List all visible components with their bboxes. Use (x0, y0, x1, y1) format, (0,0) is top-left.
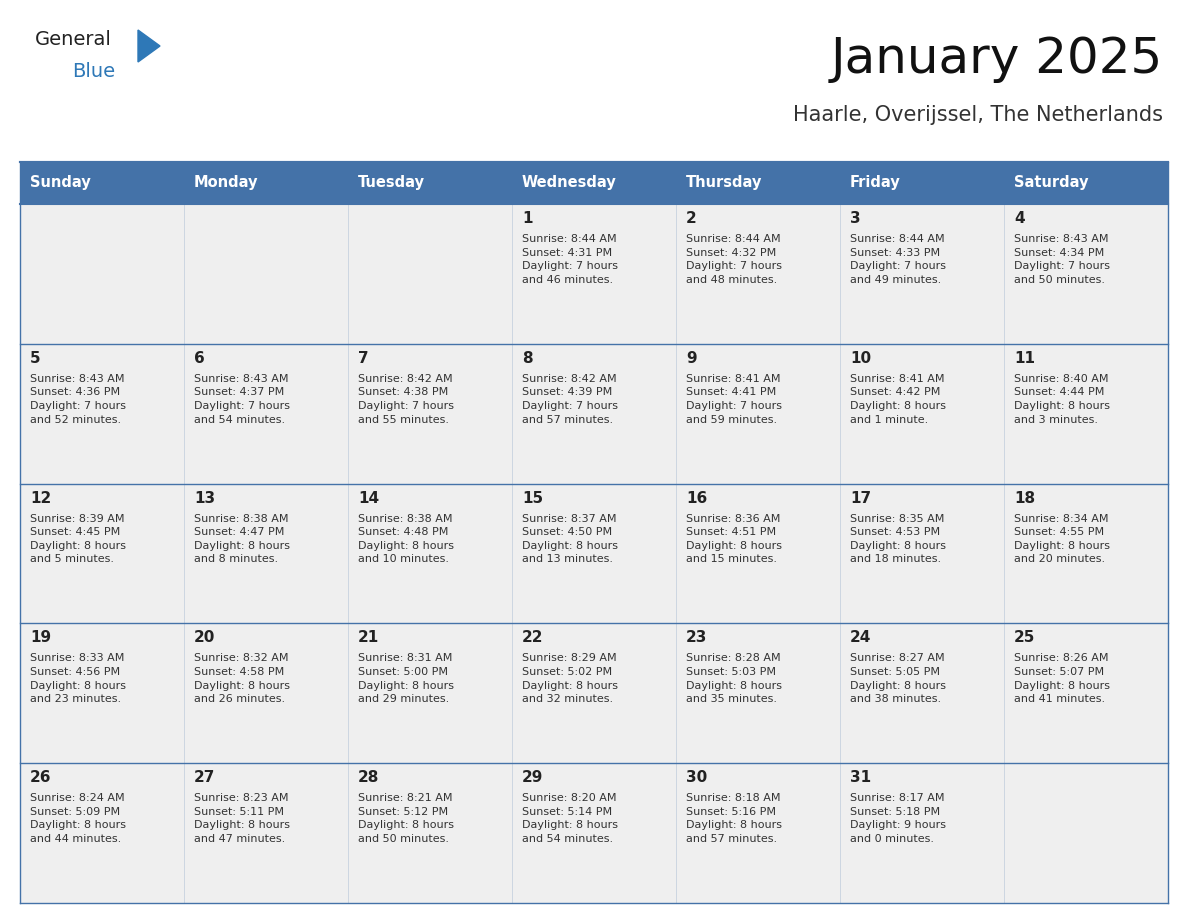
Text: Sunrise: 8:34 AM
Sunset: 4:55 PM
Daylight: 8 hours
and 20 minutes.: Sunrise: 8:34 AM Sunset: 4:55 PM Dayligh… (1015, 513, 1110, 565)
Text: Tuesday: Tuesday (358, 175, 425, 191)
Text: Sunrise: 8:36 AM
Sunset: 4:51 PM
Daylight: 8 hours
and 15 minutes.: Sunrise: 8:36 AM Sunset: 4:51 PM Dayligh… (685, 513, 782, 565)
Text: 26: 26 (30, 770, 51, 785)
Bar (512, 162, 676, 204)
Text: 14: 14 (358, 490, 379, 506)
Text: Sunrise: 8:42 AM
Sunset: 4:39 PM
Daylight: 7 hours
and 57 minutes.: Sunrise: 8:42 AM Sunset: 4:39 PM Dayligh… (522, 374, 618, 425)
Text: Sunrise: 8:42 AM
Sunset: 4:38 PM
Daylight: 7 hours
and 55 minutes.: Sunrise: 8:42 AM Sunset: 4:38 PM Dayligh… (358, 374, 454, 425)
Text: Sunrise: 8:41 AM
Sunset: 4:41 PM
Daylight: 7 hours
and 59 minutes.: Sunrise: 8:41 AM Sunset: 4:41 PM Dayligh… (685, 374, 782, 425)
Bar (676, 162, 840, 204)
Text: Sunrise: 8:23 AM
Sunset: 5:11 PM
Daylight: 8 hours
and 47 minutes.: Sunrise: 8:23 AM Sunset: 5:11 PM Dayligh… (194, 793, 290, 844)
Text: 29: 29 (522, 770, 543, 785)
Text: 12: 12 (30, 490, 51, 506)
Text: 6: 6 (194, 351, 204, 365)
Text: Sunrise: 8:28 AM
Sunset: 5:03 PM
Daylight: 8 hours
and 35 minutes.: Sunrise: 8:28 AM Sunset: 5:03 PM Dayligh… (685, 654, 782, 704)
Text: Wednesday: Wednesday (522, 175, 617, 191)
Text: Sunrise: 8:43 AM
Sunset: 4:36 PM
Daylight: 7 hours
and 52 minutes.: Sunrise: 8:43 AM Sunset: 4:36 PM Dayligh… (30, 374, 126, 425)
Text: Monday: Monday (194, 175, 259, 191)
Bar (1004, 162, 1168, 204)
Text: 18: 18 (1015, 490, 1035, 506)
Text: Sunrise: 8:21 AM
Sunset: 5:12 PM
Daylight: 8 hours
and 50 minutes.: Sunrise: 8:21 AM Sunset: 5:12 PM Dayligh… (358, 793, 454, 844)
Text: 17: 17 (849, 490, 871, 506)
Text: 9: 9 (685, 351, 696, 365)
Text: 2: 2 (685, 211, 696, 226)
Text: 4: 4 (1015, 211, 1024, 226)
Bar (20, 344, 1168, 484)
Text: Sunrise: 8:24 AM
Sunset: 5:09 PM
Daylight: 8 hours
and 44 minutes.: Sunrise: 8:24 AM Sunset: 5:09 PM Dayligh… (30, 793, 126, 844)
Bar (348, 162, 512, 204)
Text: Sunrise: 8:26 AM
Sunset: 5:07 PM
Daylight: 8 hours
and 41 minutes.: Sunrise: 8:26 AM Sunset: 5:07 PM Dayligh… (1015, 654, 1110, 704)
Text: Sunrise: 8:33 AM
Sunset: 4:56 PM
Daylight: 8 hours
and 23 minutes.: Sunrise: 8:33 AM Sunset: 4:56 PM Dayligh… (30, 654, 126, 704)
Bar (840, 162, 1004, 204)
Text: Sunrise: 8:43 AM
Sunset: 4:37 PM
Daylight: 7 hours
and 54 minutes.: Sunrise: 8:43 AM Sunset: 4:37 PM Dayligh… (194, 374, 290, 425)
Text: 11: 11 (1015, 351, 1035, 365)
Text: Sunrise: 8:35 AM
Sunset: 4:53 PM
Daylight: 8 hours
and 18 minutes.: Sunrise: 8:35 AM Sunset: 4:53 PM Dayligh… (849, 513, 946, 565)
Text: Sunrise: 8:44 AM
Sunset: 4:31 PM
Daylight: 7 hours
and 46 minutes.: Sunrise: 8:44 AM Sunset: 4:31 PM Dayligh… (522, 234, 618, 285)
Text: January 2025: January 2025 (830, 35, 1163, 83)
Text: Sunrise: 8:37 AM
Sunset: 4:50 PM
Daylight: 8 hours
and 13 minutes.: Sunrise: 8:37 AM Sunset: 4:50 PM Dayligh… (522, 513, 618, 565)
Text: Sunrise: 8:20 AM
Sunset: 5:14 PM
Daylight: 8 hours
and 54 minutes.: Sunrise: 8:20 AM Sunset: 5:14 PM Dayligh… (522, 793, 618, 844)
Text: 13: 13 (194, 490, 215, 506)
Text: 5: 5 (30, 351, 40, 365)
Text: 15: 15 (522, 490, 543, 506)
Text: 28: 28 (358, 770, 379, 785)
Text: 22: 22 (522, 631, 543, 645)
Text: 1: 1 (522, 211, 532, 226)
Text: 7: 7 (358, 351, 368, 365)
Bar (20, 763, 1168, 903)
Text: Sunrise: 8:40 AM
Sunset: 4:44 PM
Daylight: 8 hours
and 3 minutes.: Sunrise: 8:40 AM Sunset: 4:44 PM Dayligh… (1015, 374, 1110, 425)
Text: Sunrise: 8:39 AM
Sunset: 4:45 PM
Daylight: 8 hours
and 5 minutes.: Sunrise: 8:39 AM Sunset: 4:45 PM Dayligh… (30, 513, 126, 565)
Text: 23: 23 (685, 631, 707, 645)
Text: Sunrise: 8:43 AM
Sunset: 4:34 PM
Daylight: 7 hours
and 50 minutes.: Sunrise: 8:43 AM Sunset: 4:34 PM Dayligh… (1015, 234, 1110, 285)
Bar (20, 484, 1168, 623)
Text: 31: 31 (849, 770, 871, 785)
Text: Sunrise: 8:31 AM
Sunset: 5:00 PM
Daylight: 8 hours
and 29 minutes.: Sunrise: 8:31 AM Sunset: 5:00 PM Dayligh… (358, 654, 454, 704)
Text: General: General (34, 30, 112, 49)
Bar (20, 162, 184, 204)
Text: 19: 19 (30, 631, 51, 645)
Text: Friday: Friday (849, 175, 901, 191)
Text: Sunrise: 8:29 AM
Sunset: 5:02 PM
Daylight: 8 hours
and 32 minutes.: Sunrise: 8:29 AM Sunset: 5:02 PM Dayligh… (522, 654, 618, 704)
Text: Blue: Blue (72, 62, 115, 81)
Bar (20, 204, 1168, 344)
Text: 20: 20 (194, 631, 215, 645)
Text: Haarle, Overijssel, The Netherlands: Haarle, Overijssel, The Netherlands (794, 105, 1163, 125)
Text: 3: 3 (849, 211, 860, 226)
Text: Sunrise: 8:38 AM
Sunset: 4:47 PM
Daylight: 8 hours
and 8 minutes.: Sunrise: 8:38 AM Sunset: 4:47 PM Dayligh… (194, 513, 290, 565)
Text: Sunrise: 8:38 AM
Sunset: 4:48 PM
Daylight: 8 hours
and 10 minutes.: Sunrise: 8:38 AM Sunset: 4:48 PM Dayligh… (358, 513, 454, 565)
Text: Sunrise: 8:44 AM
Sunset: 4:32 PM
Daylight: 7 hours
and 48 minutes.: Sunrise: 8:44 AM Sunset: 4:32 PM Dayligh… (685, 234, 782, 285)
Polygon shape (138, 30, 160, 62)
Text: Thursday: Thursday (685, 175, 763, 191)
Text: 25: 25 (1015, 631, 1036, 645)
Text: 16: 16 (685, 490, 707, 506)
Text: Sunrise: 8:17 AM
Sunset: 5:18 PM
Daylight: 9 hours
and 0 minutes.: Sunrise: 8:17 AM Sunset: 5:18 PM Dayligh… (849, 793, 946, 844)
Text: Sunrise: 8:32 AM
Sunset: 4:58 PM
Daylight: 8 hours
and 26 minutes.: Sunrise: 8:32 AM Sunset: 4:58 PM Dayligh… (194, 654, 290, 704)
Text: 8: 8 (522, 351, 532, 365)
Bar (184, 162, 348, 204)
Text: Sunday: Sunday (30, 175, 90, 191)
Text: 30: 30 (685, 770, 707, 785)
Text: Saturday: Saturday (1015, 175, 1088, 191)
Text: Sunrise: 8:44 AM
Sunset: 4:33 PM
Daylight: 7 hours
and 49 minutes.: Sunrise: 8:44 AM Sunset: 4:33 PM Dayligh… (849, 234, 946, 285)
Text: Sunrise: 8:27 AM
Sunset: 5:05 PM
Daylight: 8 hours
and 38 minutes.: Sunrise: 8:27 AM Sunset: 5:05 PM Dayligh… (849, 654, 946, 704)
Text: 10: 10 (849, 351, 871, 365)
Text: 24: 24 (849, 631, 871, 645)
Text: Sunrise: 8:41 AM
Sunset: 4:42 PM
Daylight: 8 hours
and 1 minute.: Sunrise: 8:41 AM Sunset: 4:42 PM Dayligh… (849, 374, 946, 425)
Bar (20, 623, 1168, 763)
Text: 21: 21 (358, 631, 379, 645)
Text: 27: 27 (194, 770, 215, 785)
Text: Sunrise: 8:18 AM
Sunset: 5:16 PM
Daylight: 8 hours
and 57 minutes.: Sunrise: 8:18 AM Sunset: 5:16 PM Dayligh… (685, 793, 782, 844)
